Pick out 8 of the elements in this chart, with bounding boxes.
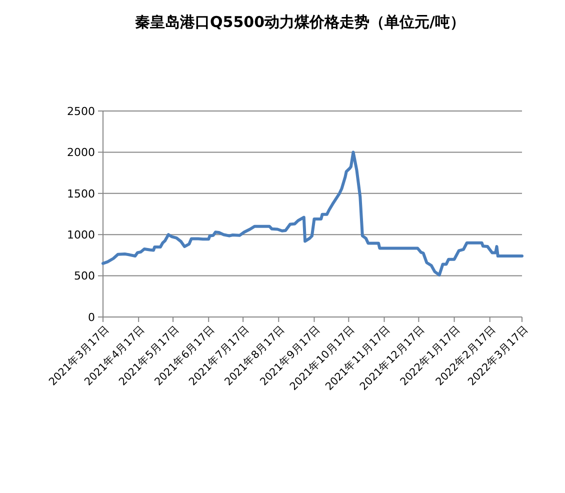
line-series — [102, 150, 524, 276]
y-tick-label: 2500 — [67, 104, 95, 118]
y-tick-label: 500 — [74, 270, 95, 283]
y-tick-label: 2000 — [67, 146, 95, 160]
y-tick-label: 1500 — [67, 187, 95, 200]
y-tick-label: 0 — [88, 310, 95, 324]
y-tick-label: 1000 — [67, 228, 95, 242]
chart-title: 秦皇岛港口Q5500动力煤价格走势（单位元/吨） — [135, 13, 465, 31]
